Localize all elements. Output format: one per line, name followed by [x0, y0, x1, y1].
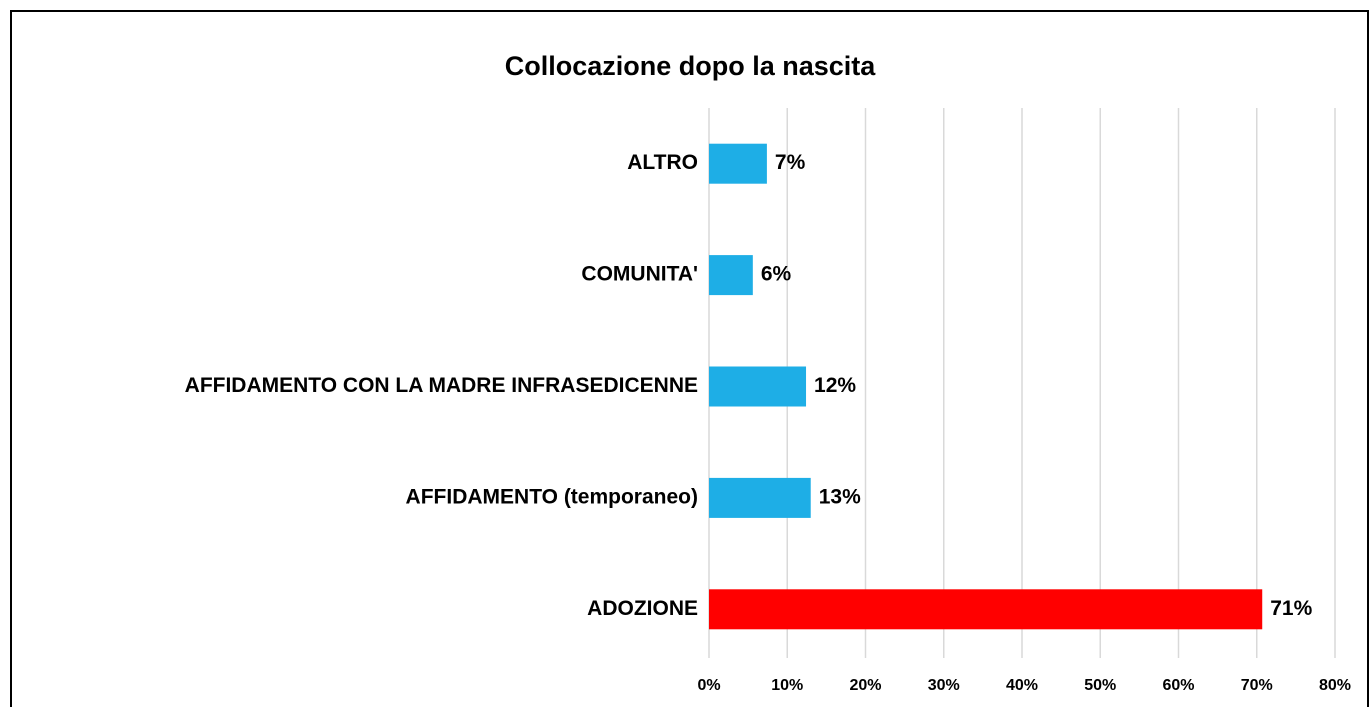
x-tick-label: 10% — [771, 677, 803, 694]
chart-title: Collocazione dopo la nascita — [505, 51, 877, 81]
value-label: 71% — [1270, 597, 1312, 620]
value-label: 13% — [819, 485, 861, 508]
x-tick-label: 0% — [697, 677, 720, 694]
x-tick-label: 80% — [1319, 677, 1351, 694]
y-tick-label: AFFIDAMENTO (temporaneo) — [406, 485, 698, 508]
bar — [709, 143, 767, 184]
bar — [709, 255, 753, 296]
bar — [709, 366, 807, 407]
value-label: 7% — [775, 151, 806, 174]
y-tick-label: ADOZIONE — [587, 597, 698, 620]
bar — [709, 589, 1263, 630]
x-tick-label: 70% — [1241, 677, 1273, 694]
y-tick-label: COMUNITA' — [581, 263, 698, 286]
x-tick-label: 50% — [1084, 677, 1116, 694]
x-tick-label: 20% — [849, 677, 881, 694]
x-tick-label: 30% — [928, 677, 960, 694]
bar — [709, 477, 811, 518]
value-label: 12% — [814, 374, 856, 397]
y-tick-label: ALTRO — [627, 151, 698, 174]
x-tick-label: 60% — [1162, 677, 1194, 694]
y-tick-label: AFFIDAMENTO CON LA MADRE INFRASEDICENNE — [185, 374, 698, 397]
chart-border — [10, 10, 1369, 707]
x-tick-label: 40% — [1006, 677, 1038, 694]
value-label: 6% — [761, 263, 792, 286]
